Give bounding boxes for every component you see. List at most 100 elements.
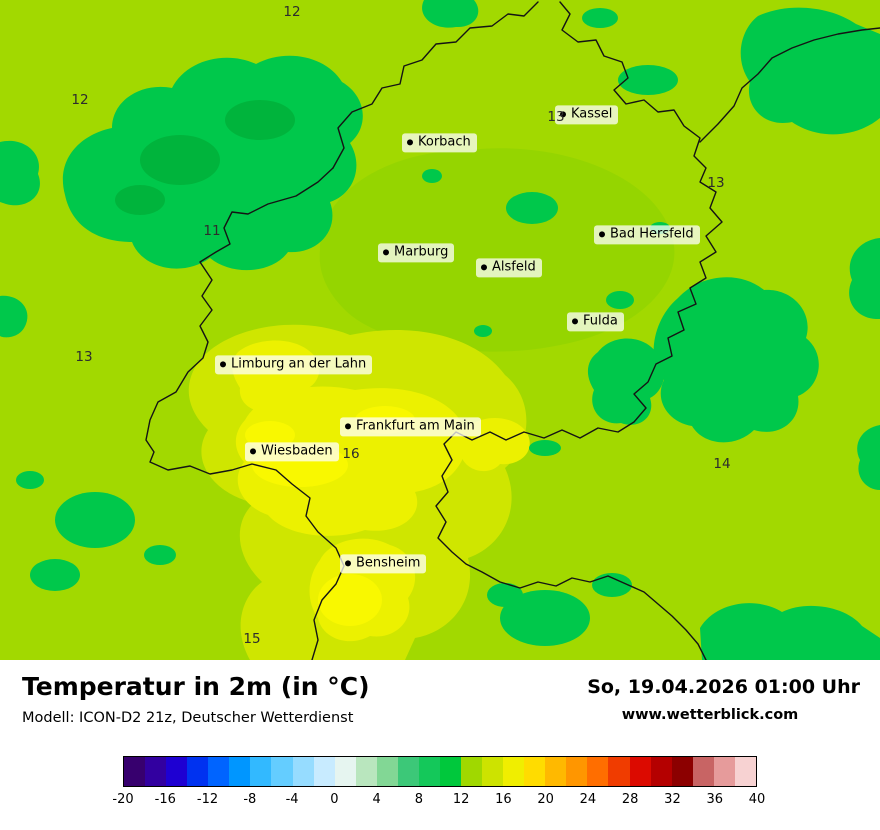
temperature-map: Kassel Korbach Bad Hersfeld Marburg Alsfeld F… [0,0,880,660]
colorbar-segment [482,757,504,786]
colorbar-segment [397,757,419,786]
forecast-datetime: So, 19.04.2026 01:00 Uhr [587,676,860,698]
colorbar-segment [145,757,167,786]
colorbar-segment [503,757,525,786]
colorbar-segment [250,757,272,786]
colorbar-segment [187,757,209,786]
colorbar-tick-label: -12 [196,792,219,807]
city-label: Kassel [571,106,613,122]
page-title: Temperatur in 2m (in °C) [22,672,370,701]
city-label: Bensheim [356,555,421,571]
city-marker-fulda: Fulda [567,312,624,332]
state-border-lines [145,1,880,660]
city-marker-bensheim: Bensheim [340,554,427,574]
city-marker-marburg: Marburg [378,243,455,263]
temperature-value-label: 13 [707,175,725,191]
city-marker-limburg-an-der-lahn: Limburg an der Lahn [215,355,373,375]
colorbar-segment [439,757,461,786]
colorbar-tick-label: 20 [537,792,554,807]
colorbar-segment [166,757,188,786]
colorbar-segment [587,757,609,786]
colorbar-tick-label: -16 [154,792,176,807]
colorbar-tick-label: 8 [414,792,423,807]
colorbar-segment [355,757,377,786]
temperature-value-label: 13 [547,109,565,125]
colorbar-tick-label: -4 [285,792,299,807]
city-label: Alsfeld [492,259,536,275]
temperature-value-label: 15 [243,631,261,647]
city-dot-icon [220,361,226,368]
colorbar-tick-label: 16 [495,792,512,807]
colorbar-segment [461,757,483,786]
temperature-map-svg [0,0,880,660]
city-label: Marburg [394,244,449,260]
temperature-value-label: 12 [71,92,89,108]
colorbar-segment [734,757,756,786]
colorbar-segment [692,757,714,786]
colorbar-segment [650,757,672,786]
colorbar-segment [271,757,293,786]
map-dark-green-cores [115,100,295,215]
city-dot-icon [572,318,578,325]
temperature-value-label: 14 [713,456,731,472]
colorbar-tick-label: 32 [664,792,681,807]
colorbar-segment [524,757,546,786]
city-dot-icon [383,249,389,256]
city-label: Limburg an der Lahn [231,356,367,372]
map-shade-region [319,148,675,352]
colorbar-tick-label: 28 [621,792,639,807]
city-marker-frankfurt-am-main: Frankfurt am Main [340,417,481,437]
city-dot-icon [345,560,351,567]
city-dot-icon [407,139,413,146]
city-dot-icon [345,423,351,430]
model-info: Modell: ICON-D2 21z, Deutscher Wetterdie… [22,710,354,726]
city-label: Korbach [418,134,471,150]
colorbar-segment [629,757,651,786]
temperature-value-label: 11 [203,223,221,239]
colorbar-tick-label: 36 [706,792,723,807]
city-label: Bad Hersfeld [610,226,694,242]
city-dot-icon [560,111,566,118]
footer: Temperatur in 2m (in °C) Modell: ICON-D2… [0,660,880,830]
colorbar-tick-label: -8 [243,792,257,807]
colorbar-segment [313,757,335,786]
temperature-colorbar: -20 -16 -12 -8 -4 0 4 8 12 16 20 24 28 32 36 40 [112,756,765,810]
city-dot-icon [481,264,487,271]
city-marker-bad-hersfeld: Bad Hersfeld [594,225,700,245]
city-dot-icon [599,231,605,238]
city-marker-kassel: Kassel [555,105,619,125]
colorbar-ticks: -20 -16 -12 -8 -4 0 4 8 12 16 20 24 28 32 36 40 [112,792,765,810]
colorbar-tick-label: 24 [579,792,597,807]
colorbar-segments [123,756,757,787]
temperature-value-label: 13 [75,349,93,365]
map-overlay: Kassel Korbach Bad Hersfeld Marburg Alsfeld F… [71,4,731,647]
city-label: Frankfurt am Main [356,418,475,434]
city-marker-korbach: Korbach [402,133,477,153]
city-label: Wiesbaden [261,443,333,459]
footer-right-block: So, 19.04.2026 01:00 Uhr www.wetterblick… [560,676,860,723]
colorbar-tick-label: 40 [748,792,766,807]
colorbar-segment [208,757,230,786]
temperature-value-label: 12 [283,4,301,20]
map-green-regions [0,0,880,660]
city-dot-icon [250,448,256,455]
colorbar-segment [671,757,693,786]
colorbar-segment [418,757,440,786]
colorbar-tick-label: 4 [372,792,381,807]
colorbar-segment [334,757,356,786]
website-label: www.wetterblick.com [621,707,799,723]
colorbar-segment [124,757,146,786]
temperature-value-label: 16 [342,446,360,462]
city-marker-alsfeld: Alsfeld [476,258,542,278]
colorbar-tick-label: -20 [112,792,134,807]
colorbar-segment [713,757,735,786]
colorbar-tick-label: 0 [330,792,339,807]
colorbar-segment [376,757,398,786]
colorbar-segment [608,757,630,786]
city-marker-wiesbaden: Wiesbaden [245,442,339,462]
colorbar-tick-label: 12 [452,792,470,807]
colorbar-segment [545,757,567,786]
colorbar-segment [292,757,314,786]
colorbar-segment [566,757,588,786]
